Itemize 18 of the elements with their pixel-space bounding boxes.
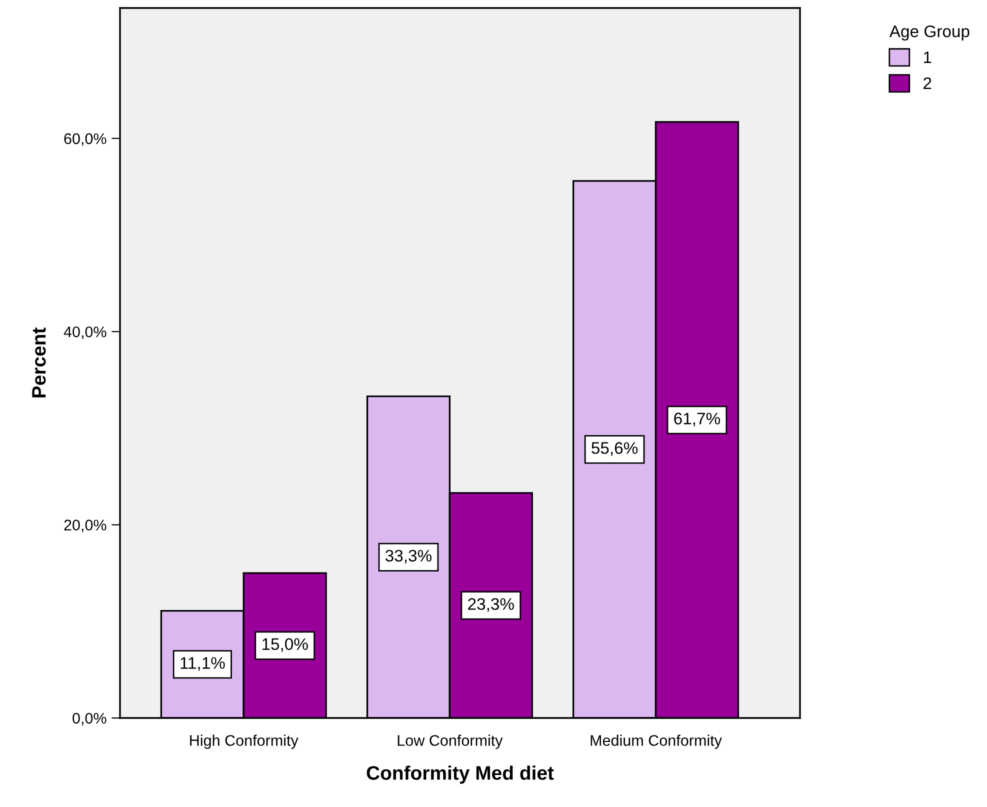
y-tick-label: 0,0% (72, 712, 106, 726)
legend-label: 1 (924, 52, 932, 64)
data-label: 15,0% (262, 638, 308, 652)
x-tick-label: Low Conformity (398, 734, 503, 749)
legend-title: Age Group (889, 25, 970, 41)
y-tick-label: 20,0% (64, 520, 106, 532)
data-label: 23,3% (468, 598, 514, 612)
y-axis-title: Percent (32, 328, 46, 398)
data-label: 33,3% (385, 550, 432, 564)
y-tick-label: 60,0% (64, 133, 106, 146)
x-tick-label: Medium Conformity (590, 734, 722, 749)
y-tick-label: 40,0% (64, 326, 106, 340)
x-tick-label: High Conformity (190, 734, 298, 749)
data-label: 61,7% (674, 412, 720, 426)
data-label: 11,1% (180, 657, 225, 671)
data-label: 55,6% (592, 442, 638, 456)
x-axis-title: Conformity Med diet (366, 766, 554, 784)
legend-label: 2 (924, 77, 932, 89)
